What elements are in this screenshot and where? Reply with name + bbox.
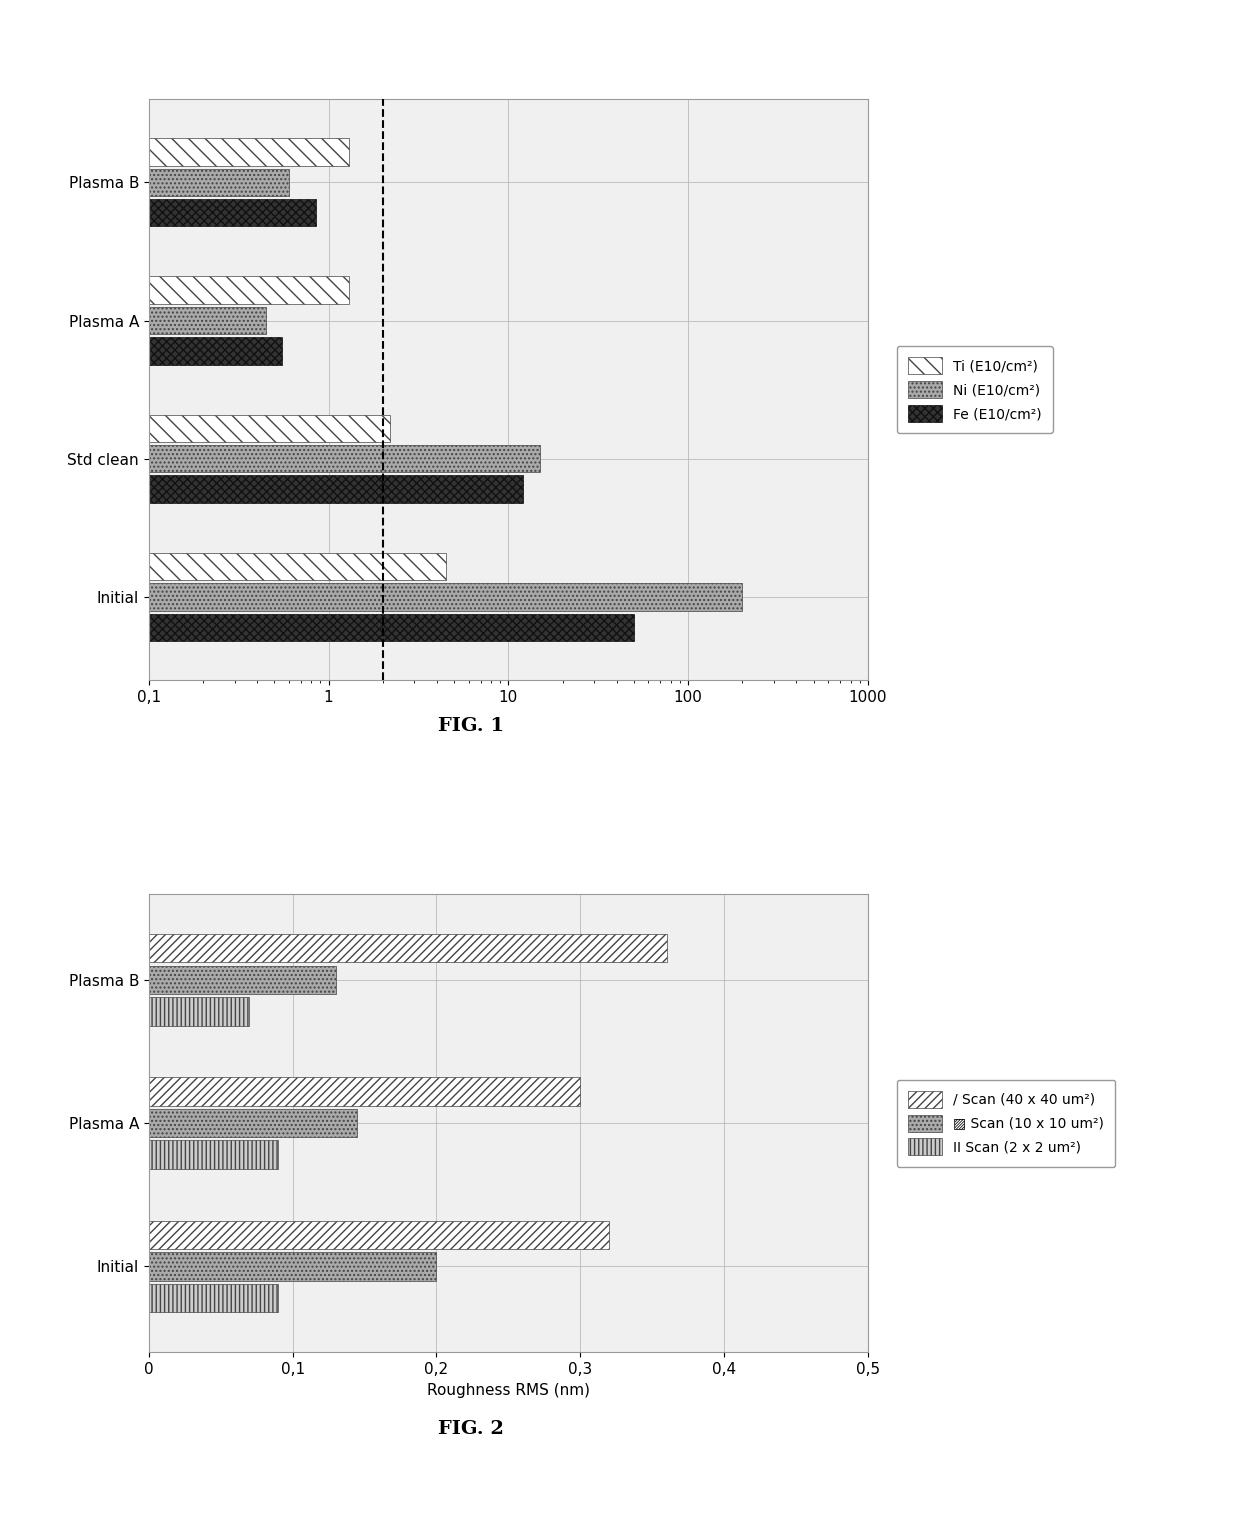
Bar bbox=[149, 1251, 436, 1280]
Bar bbox=[0, 307, 267, 335]
Bar bbox=[149, 1221, 609, 1248]
Bar bbox=[149, 1109, 357, 1137]
Text: FIG. 1: FIG. 1 bbox=[438, 717, 505, 735]
Bar bbox=[0, 199, 316, 226]
Bar bbox=[0, 414, 391, 442]
Bar bbox=[149, 1140, 278, 1169]
X-axis label: Roughness RMS (nm): Roughness RMS (nm) bbox=[427, 1383, 590, 1398]
Bar bbox=[0, 553, 446, 581]
Bar bbox=[0, 614, 634, 642]
Bar bbox=[0, 277, 350, 304]
Bar bbox=[0, 168, 289, 196]
Bar bbox=[149, 1284, 278, 1313]
Bar bbox=[0, 445, 541, 472]
Text: FIG. 2: FIG. 2 bbox=[438, 1420, 505, 1438]
Bar bbox=[149, 998, 249, 1025]
Bar bbox=[0, 475, 522, 503]
Bar bbox=[149, 934, 667, 963]
Bar bbox=[149, 966, 336, 995]
Bar bbox=[0, 138, 350, 165]
Legend: Ti (E10/cm²), Ni (E10/cm²), Fe (E10/cm²): Ti (E10/cm²), Ni (E10/cm²), Fe (E10/cm²) bbox=[897, 347, 1053, 432]
Legend: / Scan (40 x 40 um²), ▨ Scan (10 x 10 um²), II Scan (2 x 2 um²): / Scan (40 x 40 um²), ▨ Scan (10 x 10 um… bbox=[897, 1080, 1116, 1166]
Bar bbox=[149, 1077, 580, 1106]
Bar bbox=[0, 338, 281, 365]
Bar bbox=[0, 584, 743, 611]
